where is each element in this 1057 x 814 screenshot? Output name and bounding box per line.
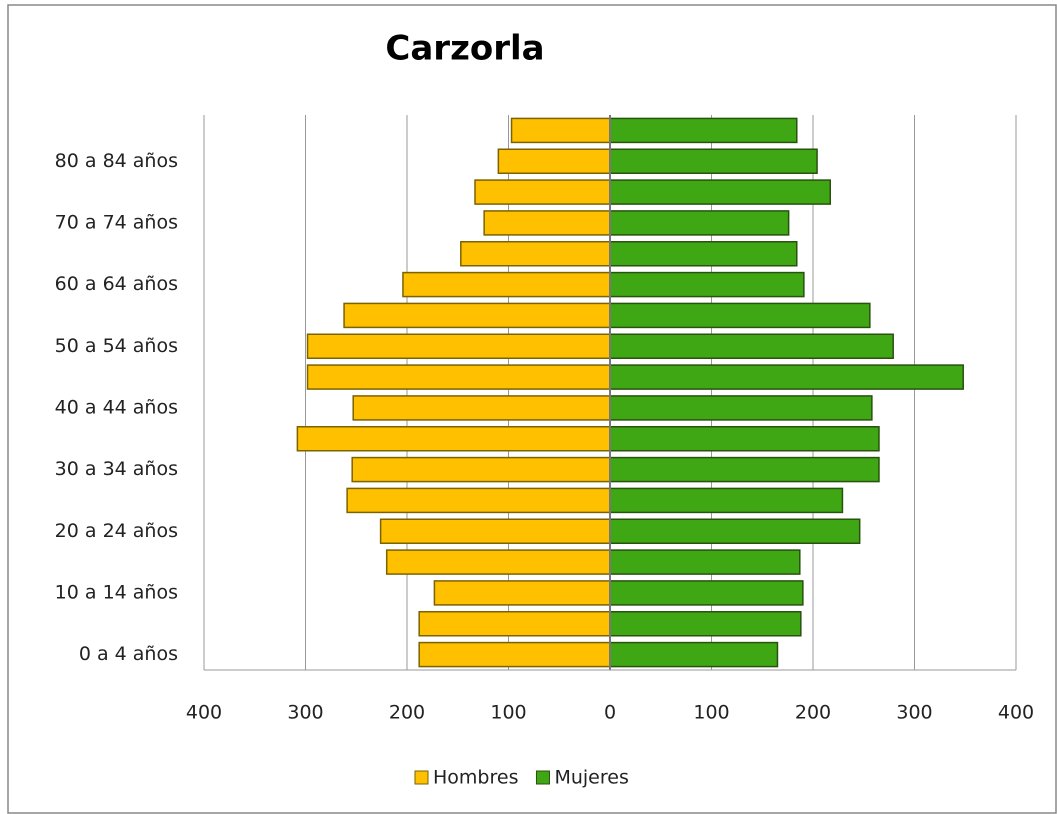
bar bbox=[306, 364, 611, 390]
bar bbox=[343, 302, 611, 329]
bar bbox=[609, 456, 880, 483]
bar bbox=[609, 302, 871, 329]
bar bbox=[379, 518, 611, 544]
bar bbox=[418, 641, 611, 668]
x-tick-label: 100 bbox=[490, 702, 526, 724]
bar bbox=[351, 456, 611, 483]
x-tick-label: 0 bbox=[604, 702, 616, 724]
bar bbox=[609, 549, 801, 575]
x-tick-label: 300 bbox=[287, 702, 323, 724]
bar bbox=[609, 241, 798, 267]
bar bbox=[609, 487, 844, 514]
y-tick-label: 20 a 24 años bbox=[55, 520, 178, 542]
y-tick-label: 10 a 14 años bbox=[55, 581, 178, 603]
bar bbox=[483, 210, 611, 236]
legend-swatch bbox=[535, 770, 550, 785]
bar bbox=[609, 395, 873, 421]
bar bbox=[385, 549, 611, 575]
bar bbox=[609, 117, 798, 144]
bar bbox=[474, 179, 611, 205]
bar bbox=[609, 580, 804, 606]
bar bbox=[609, 518, 861, 544]
chart-title: Carzorla bbox=[385, 29, 544, 69]
bar bbox=[460, 241, 611, 267]
bar bbox=[609, 333, 894, 359]
y-tick-label: 70 a 74 años bbox=[55, 211, 178, 233]
y-tick-label: 80 a 84 años bbox=[55, 150, 178, 172]
bar bbox=[609, 210, 790, 236]
legend-label: Mujeres bbox=[554, 767, 628, 789]
legend-swatch bbox=[414, 770, 429, 785]
y-tick-label: 0 a 4 años bbox=[79, 643, 178, 665]
bar bbox=[306, 333, 611, 359]
bar bbox=[609, 364, 964, 390]
bar bbox=[609, 148, 818, 174]
bar bbox=[609, 271, 805, 298]
bar bbox=[433, 580, 611, 606]
bar bbox=[296, 426, 611, 452]
x-tick-label: 400 bbox=[186, 702, 222, 724]
y-tick-label: 50 a 54 años bbox=[55, 335, 178, 357]
x-tick-label: 300 bbox=[896, 702, 932, 724]
bar bbox=[510, 117, 611, 144]
bar bbox=[609, 611, 802, 637]
bar bbox=[402, 271, 611, 298]
bar bbox=[497, 148, 611, 174]
x-tick-label: 400 bbox=[998, 702, 1034, 724]
bar bbox=[609, 426, 880, 452]
bar bbox=[352, 395, 611, 421]
bar bbox=[609, 179, 832, 205]
bar bbox=[346, 487, 611, 514]
x-tick-label: 200 bbox=[389, 702, 425, 724]
x-tick-label: 200 bbox=[795, 702, 831, 724]
y-tick-label: 60 a 64 años bbox=[55, 273, 178, 295]
legend-label: Hombres bbox=[433, 767, 518, 789]
bar bbox=[609, 641, 779, 668]
x-tick-label: 100 bbox=[693, 702, 729, 724]
y-tick-label: 40 a 44 años bbox=[55, 396, 178, 418]
y-tick-label: 30 a 34 años bbox=[55, 458, 178, 480]
bar bbox=[418, 611, 611, 637]
